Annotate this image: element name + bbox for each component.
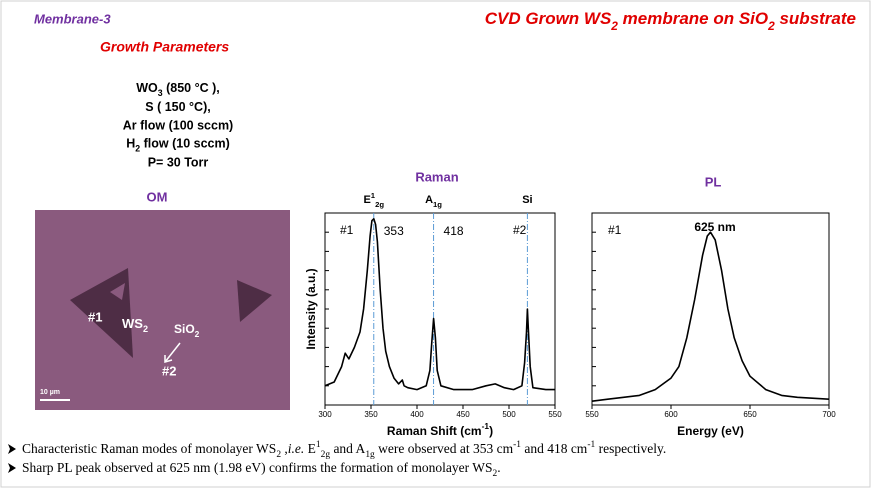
slide: Membrane-3 CVD Grown WS 2 membrane on SiO 2… bbox=[0, 0, 871, 488]
text-run: WS bbox=[122, 316, 143, 331]
x-tick-label: 650 bbox=[743, 410, 757, 419]
peak-value-label: 418 bbox=[444, 224, 464, 238]
x-tick-label: 300 bbox=[318, 410, 332, 419]
text-run: A bbox=[425, 194, 433, 206]
parameter: P= 30 Torr bbox=[148, 155, 209, 169]
x-tick-label: 600 bbox=[664, 410, 678, 419]
text-run: Sharp PL peak observed at 625 nm (1.98 e… bbox=[22, 460, 493, 475]
text-run: respectively. bbox=[595, 441, 666, 456]
x-axis-label: Energy (eV) bbox=[677, 424, 744, 438]
x-tick-label: 550 bbox=[585, 410, 599, 419]
text-run: H bbox=[126, 137, 135, 151]
x-tick-label: 400 bbox=[410, 410, 424, 419]
annotation: #2 bbox=[513, 223, 527, 237]
parameter: Ar flow (100 sccm) bbox=[123, 118, 233, 132]
text-run: SiO bbox=[174, 322, 195, 336]
parameter: S ( 150 °C), bbox=[145, 100, 210, 114]
y-axis-label: Intensity (a.u.) bbox=[304, 268, 318, 349]
panel-title: OM bbox=[147, 189, 168, 204]
text-run: CVD Grown WS bbox=[485, 9, 612, 28]
chart-title: Raman bbox=[415, 169, 458, 184]
text-run: membrane on SiO bbox=[618, 9, 768, 28]
text-run: Raman Shift (cm bbox=[387, 424, 482, 438]
peak-value-label: 353 bbox=[384, 224, 404, 238]
text-run: WO bbox=[136, 81, 158, 95]
slide-tag: Membrane-3 bbox=[34, 11, 111, 26]
chart-title: PL bbox=[705, 174, 722, 189]
subscript: 1g bbox=[433, 200, 442, 209]
x-tick-label: 500 bbox=[502, 410, 516, 419]
text-run: E bbox=[304, 441, 316, 456]
subscript: 1g bbox=[365, 450, 375, 460]
text-run: and A bbox=[330, 441, 365, 456]
image-label: #2 bbox=[162, 363, 176, 378]
text-run: E bbox=[363, 194, 370, 206]
x-tick-label: 350 bbox=[364, 410, 378, 419]
subscript: 2g bbox=[321, 450, 331, 460]
x-tick-label: 450 bbox=[456, 410, 470, 419]
text-run: Characteristic Raman modes of monolayer … bbox=[22, 441, 276, 456]
italic-run: i.e. bbox=[288, 441, 305, 456]
text-run: . bbox=[497, 460, 500, 475]
subscript: 2g bbox=[375, 200, 384, 209]
text-run: ) bbox=[489, 424, 493, 438]
image-label: 10 µm bbox=[40, 389, 60, 396]
annotation: #1 bbox=[340, 223, 354, 237]
text-run: flow (10 sccm) bbox=[140, 137, 230, 151]
subscript: 2 bbox=[143, 324, 148, 334]
x-tick-label: 700 bbox=[822, 410, 836, 419]
supscript: 1 bbox=[371, 191, 376, 200]
text-run: , bbox=[281, 441, 288, 456]
supscript: 1 bbox=[316, 440, 321, 450]
annotation: 625 nm bbox=[694, 220, 735, 234]
section-title: Growth Parameters bbox=[100, 39, 229, 55]
x-tick-label: 550 bbox=[548, 410, 562, 419]
peak-label: Si bbox=[522, 194, 532, 206]
text-run: were observed at 353 cm bbox=[375, 441, 514, 456]
text-run: (850 °C ), bbox=[163, 81, 220, 95]
page: { "header": {"tag": "Membrane-3", "title… bbox=[0, 0, 871, 488]
text-run: and 418 cm bbox=[521, 441, 588, 456]
text-run: substrate bbox=[775, 9, 856, 28]
image-label: #1 bbox=[88, 309, 102, 324]
subscript: 2 bbox=[195, 329, 200, 339]
annotation: #1 bbox=[608, 223, 622, 237]
x-axis-label: Raman Shift (cm-1) bbox=[387, 421, 493, 438]
